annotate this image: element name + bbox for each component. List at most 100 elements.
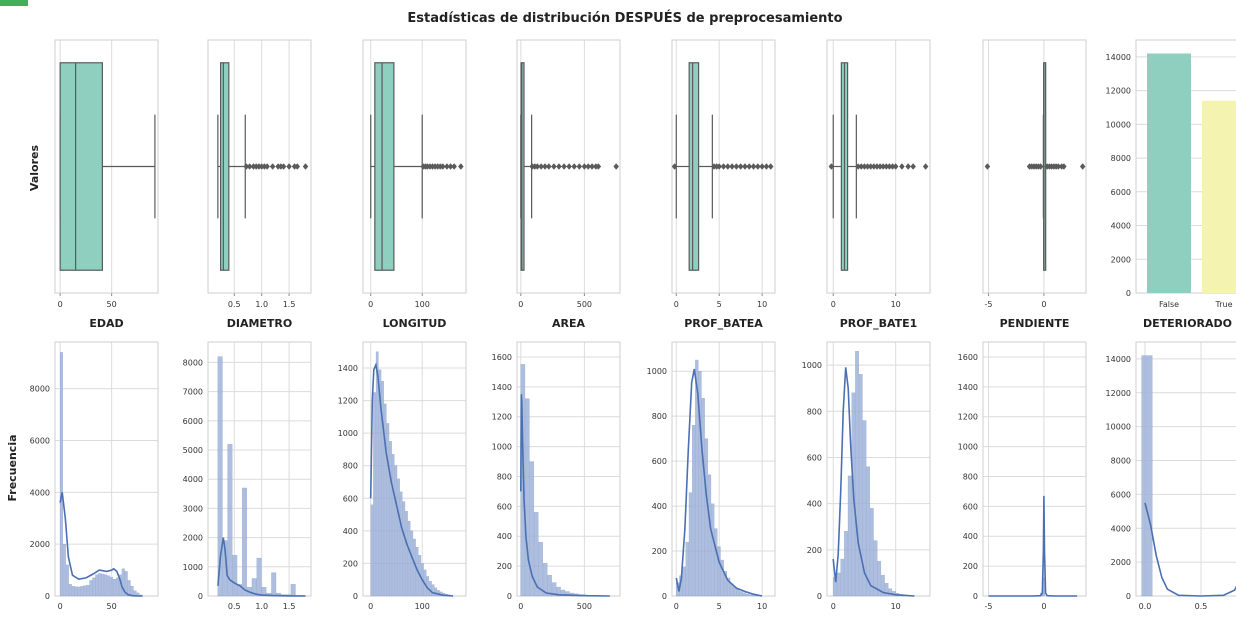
outlier-point — [286, 163, 292, 170]
y-tick-label: 200 — [652, 547, 667, 556]
x-tick-label: 0 — [674, 300, 679, 309]
y-tick-label: 200 — [963, 562, 978, 571]
hist-bar — [556, 586, 561, 597]
hist-bar — [714, 528, 718, 597]
y-tick-label: 800 — [497, 472, 512, 481]
outlier-point — [551, 163, 557, 170]
kde-line — [1144, 502, 1236, 597]
hist-bar — [110, 577, 113, 597]
x-tick-label: 0 — [1041, 602, 1046, 611]
x-tick-label: 0 — [831, 300, 836, 309]
hist-bar — [370, 504, 374, 597]
outlier-point — [576, 163, 583, 170]
x-tick-label: 1.5 — [283, 602, 296, 611]
x-tick-label: 500 — [577, 300, 592, 309]
hist-bar — [65, 564, 69, 597]
hist-bar — [884, 583, 889, 597]
outlier-point — [458, 163, 464, 170]
outlier-point — [892, 163, 899, 170]
panel-bottom-prof-batea: 0 200 400 600 800 1000 0 5 10 — [647, 341, 776, 611]
y-tick-label: 1000 — [492, 443, 512, 452]
x-axis-label: PENDIENTE — [1000, 317, 1070, 330]
x-tick-label: 10 — [757, 300, 767, 309]
panel-top-pendiente: -5 0 PENDIENTE — [982, 39, 1087, 330]
hist-bar — [682, 566, 686, 597]
x-axis-label: DETERIORADO — [1143, 317, 1232, 330]
kde-line — [988, 495, 1078, 597]
y-tick-label: 200 — [807, 546, 822, 555]
hist-bar — [381, 380, 384, 597]
hist-bar — [107, 575, 111, 597]
x-tick-label: 500 — [577, 602, 592, 611]
hist-bar — [869, 508, 874, 597]
panel-frame-deteriorado — [1135, 39, 1236, 294]
y-tick-label: 10000 — [1106, 423, 1131, 432]
row2-ylabel: Frecuencia — [6, 434, 19, 501]
hist-bar — [877, 561, 882, 597]
hist-bar — [242, 487, 247, 597]
hist-bar — [375, 351, 379, 597]
y-tick-label: 1600 — [958, 353, 978, 362]
x-tick-label: 1.5 — [283, 300, 296, 309]
x-tick-label: 0 — [368, 602, 373, 611]
hist-bar — [124, 571, 128, 597]
hist-bar — [71, 586, 75, 597]
panel-bottom-longitud: 0 200 400 600 800 1000 1200 1400 0 100 — [338, 341, 467, 611]
hist-bar — [739, 591, 743, 597]
panel-top-longitud: 0 100 LONGITUD — [362, 39, 467, 330]
kde-line — [217, 537, 306, 597]
x-tick-label: 0 — [518, 300, 523, 309]
hist-bar — [701, 398, 705, 597]
hist-bar — [391, 454, 395, 597]
y-tick-label: 8000 — [1111, 154, 1131, 163]
outlier-point — [767, 163, 774, 170]
y-tick-label: 12000 — [1106, 87, 1131, 96]
figure-title: Estadísticas de distribución DESPUÉS de … — [407, 10, 842, 26]
y-tick-label: 0 — [198, 592, 203, 601]
y-tick-label: 10000 — [1106, 120, 1131, 129]
hist-bar — [840, 558, 845, 597]
x-tick-label: 0 — [58, 300, 63, 309]
outlier-point — [984, 163, 991, 170]
x-tick-label: 100 — [415, 602, 430, 611]
bar-true — [1202, 100, 1236, 293]
hist-bar — [881, 575, 885, 597]
outlier-point — [280, 163, 287, 170]
y-tick-label: 0 — [1126, 592, 1131, 601]
hist-bar — [847, 475, 852, 597]
y-tick-label: 800 — [963, 472, 978, 481]
outlier-point — [910, 163, 916, 170]
x-tick-label: 1.0 — [255, 300, 268, 309]
outlier-point — [451, 163, 457, 170]
hist-bar — [888, 588, 893, 597]
y-tick-label: 1400 — [492, 383, 512, 392]
hist-bar — [121, 568, 125, 597]
hist-bar — [692, 425, 696, 597]
y-tick-label: 0 — [353, 592, 358, 601]
outlier-point — [595, 163, 602, 170]
x-tick-label: 0 — [831, 602, 836, 611]
hist-bar — [413, 538, 416, 597]
y-tick-label: 1600 — [492, 353, 512, 362]
x-tick-label: 0 — [1041, 300, 1046, 309]
y-tick-label: 0 — [973, 592, 978, 601]
x-tick-label: 0.5 — [1195, 602, 1208, 611]
y-tick-label: 4000 — [1111, 222, 1131, 231]
hist-bar — [112, 579, 116, 597]
y-tick-label: 6000 — [183, 417, 203, 426]
x-tick-label: False — [1159, 300, 1179, 309]
corner-marker — [0, 0, 28, 6]
hist-bar — [232, 554, 238, 597]
outlier-point — [922, 163, 929, 170]
y-tick-label: 3000 — [183, 504, 203, 513]
hist-bar — [695, 359, 699, 597]
x-tick-label: 0 — [368, 300, 373, 309]
hist-bar — [394, 465, 398, 597]
panel-bottom-edad: 0 2000 4000 6000 8000 0 50 — [30, 341, 159, 611]
panel-bottom-pendiente: 0 200 400 600 800 1000 1200 1400 1600 -5 0 — [958, 341, 1087, 611]
panel-frame-edad — [54, 39, 159, 294]
x-tick-label: 50 — [107, 300, 117, 309]
y-tick-label: 0 — [507, 592, 512, 601]
y-tick-label: 800 — [652, 412, 667, 421]
panel-frame-edad — [54, 341, 159, 597]
